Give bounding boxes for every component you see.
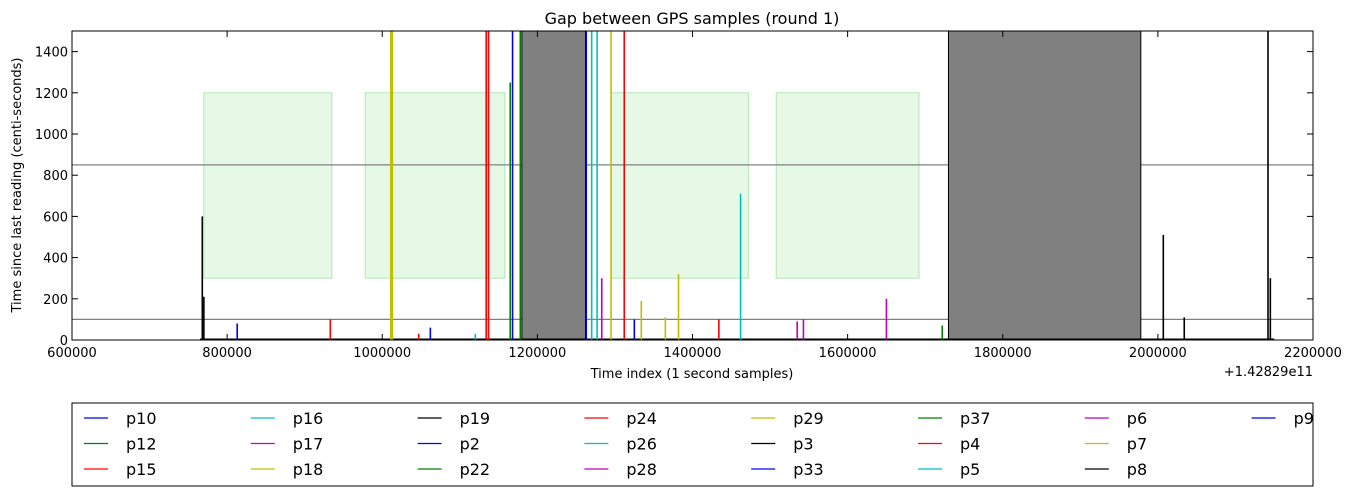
x-tick-label: 1200000: [508, 346, 566, 361]
legend-label: p10: [126, 409, 157, 428]
y-tick-label: 200: [43, 293, 68, 308]
legend-label: p9: [1294, 409, 1314, 428]
legend-label: p8: [1127, 460, 1147, 479]
legend-label: p37: [960, 409, 991, 428]
legend-label: p12: [126, 435, 157, 454]
plot-inner: [72, 31, 1313, 340]
legend-label: p17: [293, 435, 324, 454]
plot-area: [71, 30, 1314, 341]
x-axis-offset: +1.42829e11: [1224, 365, 1313, 380]
y-tick-label: 400: [43, 252, 68, 267]
x-tick-label: 1400000: [664, 346, 722, 361]
x-axis-label: Time index (1 second samples): [590, 367, 794, 382]
x-tick-label: 2000000: [1129, 346, 1187, 361]
legend-label: p24: [626, 409, 657, 428]
y-tick-label: 1400: [35, 46, 68, 61]
x-axis: 600000 800000 1000000 1200000 1400000 1600000…: [47, 31, 1342, 361]
y-axis: 0 200 400 600 800 1000 1200 1400: [35, 46, 1313, 349]
shaded-region-3: [610, 92, 749, 279]
x-tick-label: 1800000: [974, 346, 1032, 361]
chart-title: Gap between GPS samples (round 1): [545, 9, 840, 28]
legend-label: p26: [626, 435, 657, 454]
legend-label: p5: [960, 460, 980, 479]
y-tick-label: 600: [43, 210, 68, 225]
legend: p10 p12 p15 p16 p17 p18 p19 p2 p22 p24 p26 p28 p29 p3…: [71, 402, 1314, 487]
y-axis-label: Time since last reading (centi-seconds): [10, 57, 25, 313]
legend-label: p6: [1127, 409, 1147, 428]
legend-label: p16: [293, 409, 324, 428]
legend-label: p3: [793, 435, 813, 454]
y-tick-label: 1000: [35, 128, 68, 143]
legend-label: p19: [460, 409, 491, 428]
dense-gap-block-1: [521, 31, 586, 340]
x-tick-label: 800000: [202, 346, 252, 361]
y-tick-label: 1200: [35, 87, 68, 102]
x-tick-label: 1000000: [353, 346, 411, 361]
dense-gap-block-2: [947, 31, 1142, 340]
legend-label: p28: [626, 460, 657, 479]
y-tick-label: 0: [60, 334, 68, 349]
legend-frame: [71, 402, 1314, 487]
legend-label: p7: [1127, 435, 1147, 454]
shaded-region-4: [775, 92, 920, 279]
y-tick-label: 800: [43, 169, 68, 184]
legend-label: p18: [293, 460, 324, 479]
shaded-region-2: [364, 92, 506, 279]
legend-label: p4: [960, 435, 980, 454]
shaded-region-1: [203, 92, 333, 279]
legend-label: p29: [793, 409, 824, 428]
x-tick-label: 2200000: [1284, 346, 1342, 361]
x-tick-label: 600000: [47, 346, 97, 361]
legend-label: p2: [460, 435, 480, 454]
legend-label: p15: [126, 460, 157, 479]
legend-label: p33: [793, 460, 824, 479]
x-tick-label: 1600000: [819, 346, 877, 361]
legend-label: p22: [460, 460, 491, 479]
